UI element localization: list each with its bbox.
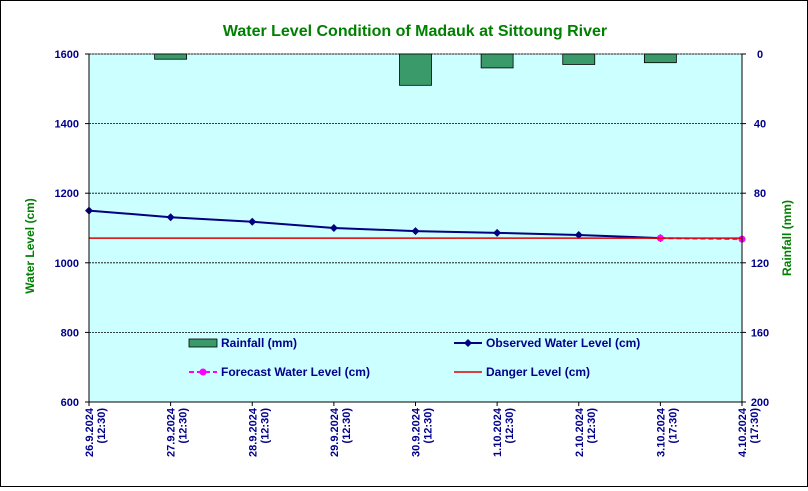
y-tick-label: 800 (61, 327, 79, 339)
observed-line (88, 209, 661, 240)
x-tick-label: 28.9.2024(12:30) (247, 407, 271, 457)
x-tick-label: 30.9.2024(12:30) (411, 407, 435, 457)
legend-label: Forecast Water Level (cm) (221, 365, 370, 379)
y-tick-label: 1000 (55, 258, 79, 270)
observed-point (248, 217, 257, 226)
observed-point (166, 213, 175, 222)
y2-tick-label: 0 (757, 49, 763, 61)
x-tick-label: 3.10.2024(17:30) (655, 407, 679, 457)
legend-swatch-rainfall (188, 338, 218, 348)
axes: 600 800 1000 1200 1400 1600 0 40 80 120 160 200 26.9… (55, 49, 770, 457)
gridlines (89, 53, 742, 333)
x-tick-label: 26.9.2024(12:30) (84, 407, 108, 457)
x-tick-label: 27.9.2024(12:30) (166, 407, 190, 457)
y2-tick-label: 200 (751, 397, 769, 409)
y-axis-label: Water Level (cm) (23, 198, 37, 294)
y-tick-label: 600 (61, 397, 79, 409)
y2-tick-label: 160 (751, 327, 769, 339)
legend-marker-forecast (199, 368, 207, 376)
series-lines (85, 206, 746, 243)
y-tick-label: 1200 (55, 188, 79, 200)
x-tick-label: 1.10.2024(12:30) (492, 407, 516, 457)
rainfall-bar (480, 53, 514, 69)
x-tick-label: 4.10.2024(17:30) (737, 407, 761, 457)
legend: Rainfall (mm) Observed Water Level (cm) Fo… (188, 336, 640, 379)
legend-label: Danger Level (cm) (486, 365, 590, 379)
rainfall-bar (562, 53, 596, 65)
observed-point (493, 228, 502, 237)
legend-label: Observed Water Level (cm) (486, 336, 640, 350)
rainfall-bar (643, 53, 677, 64)
legend-label: Rainfall (mm) (221, 336, 297, 350)
rainfall-bar (154, 53, 188, 60)
chart-title: Water Level Condition of Madauk at Sitto… (223, 23, 607, 40)
x-tick-label: 29.9.2024(12:30) (329, 407, 353, 457)
rainfall-bar (399, 53, 432, 86)
x-tick-label: 2.10.2024(12:30) (574, 407, 598, 457)
observed-point (329, 224, 338, 232)
y2-axis-label: Rainfall (mm) (780, 200, 794, 276)
legend-marker-observed (464, 339, 472, 347)
y2-tick-label: 40 (754, 119, 766, 131)
observed-point (411, 227, 420, 236)
observed-point (574, 230, 583, 239)
rainfall-bars (154, 53, 677, 86)
y2-tick-label: 80 (754, 188, 766, 200)
y-tick-label: 1400 (55, 119, 79, 131)
y-tick-label: 1600 (55, 49, 79, 61)
y2-tick-label: 120 (751, 258, 769, 270)
